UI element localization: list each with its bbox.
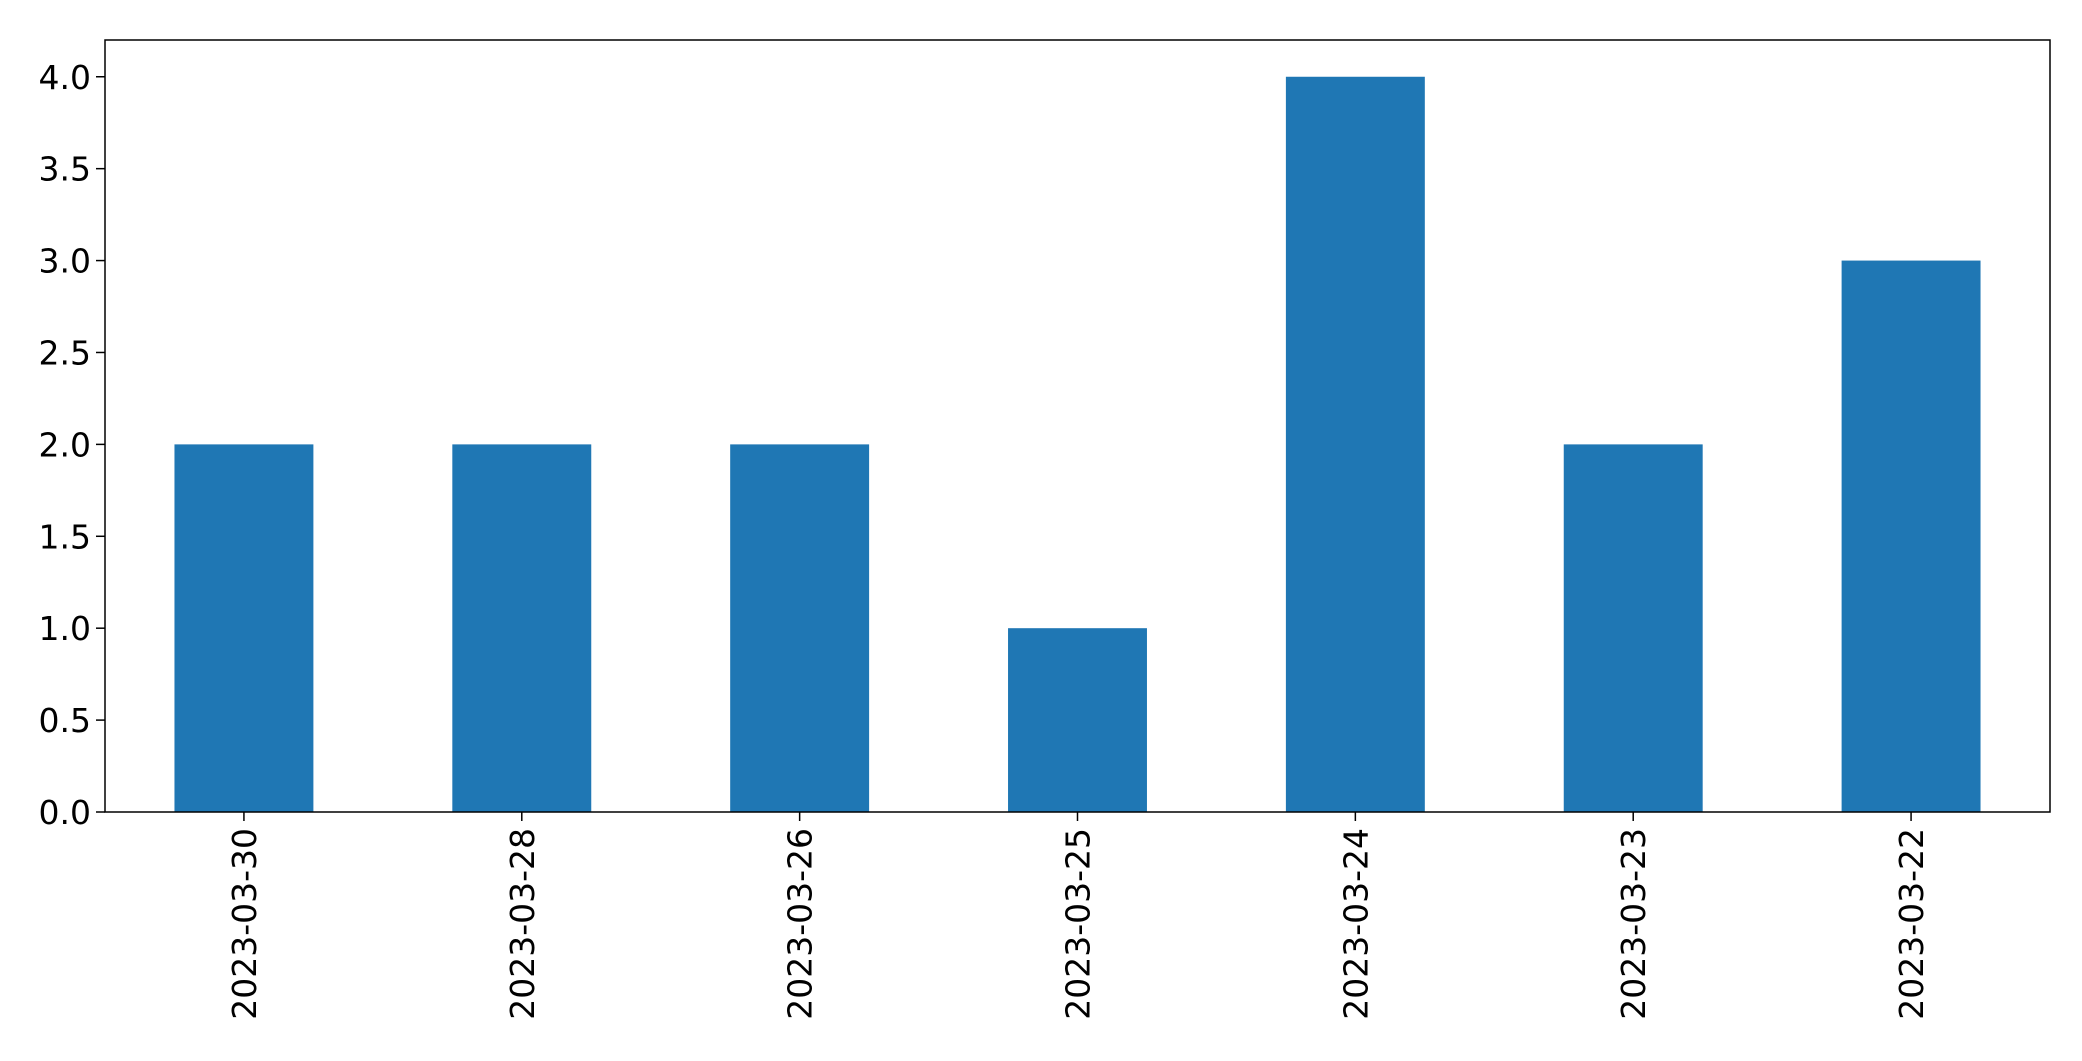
x-tick-label: 2023-03-25 [1059, 828, 1098, 1020]
x-tick-label: 2023-03-30 [225, 828, 264, 1020]
bar-2023-03-24 [1285, 76, 1425, 812]
y-tick-label: 1.0 [39, 609, 91, 648]
bar-2023-03-28 [452, 444, 592, 812]
bar-2023-03-22 [1841, 260, 1981, 813]
y-tick-label: 0.0 [39, 793, 91, 832]
bar-2023-03-30 [174, 444, 314, 812]
y-tick-label: 2.0 [39, 425, 91, 464]
y-tick-label: 3.0 [39, 242, 91, 281]
x-tick-label: 2023-03-23 [1614, 828, 1653, 1020]
x-axis: 2023-03-30 2023-03-28 2023-03-26 2023-03-25… [225, 812, 1931, 1020]
x-tick-label: 2023-03-24 [1336, 828, 1375, 1020]
y-tick-label: 1.5 [39, 517, 91, 556]
y-tick-label: 4.0 [39, 58, 91, 97]
y-tick-label: 0.5 [39, 701, 91, 740]
x-tick-label: 2023-03-26 [781, 828, 820, 1020]
y-axis: 0.0 0.5 1.0 1.5 2.0 2.5 3.0 3.5 4.0 [39, 58, 105, 832]
bar-2023-03-23 [1563, 444, 1703, 812]
plot-frame [104, 39, 2051, 813]
bar-2023-03-26 [730, 444, 870, 812]
x-tick-label: 2023-03-28 [503, 828, 542, 1020]
bar-2023-03-25 [1008, 628, 1147, 812]
x-tick-label: 2023-03-22 [1892, 828, 1931, 1020]
bars-group [174, 76, 1981, 813]
y-tick-label: 3.5 [39, 150, 91, 189]
y-tick-label: 2.5 [39, 333, 91, 372]
